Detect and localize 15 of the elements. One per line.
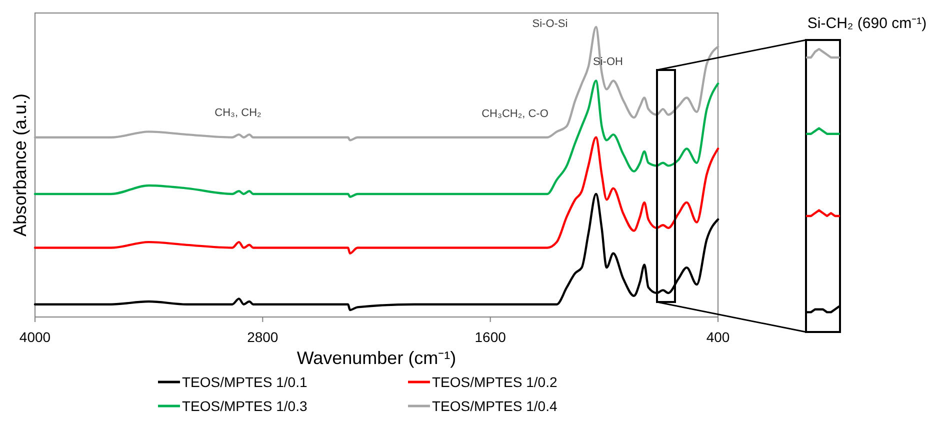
legend-label: TEOS/MPTES 1/0.4 <box>432 398 558 414</box>
legend-label: TEOS/MPTES 1/0.2 <box>432 374 558 390</box>
x-tick-label: 400 <box>706 329 730 345</box>
annotation: Si-O-Si <box>532 18 568 30</box>
chart-title: Si-CH₂ (690 cm⁻¹) <box>807 15 927 32</box>
annotation: CH₃CH₂, C-O <box>482 108 549 120</box>
y-axis-title: Absorbance (a.u.) <box>10 93 30 237</box>
x-tick-label: 4000 <box>19 329 51 345</box>
legend-label: TEOS/MPTES 1/0.1 <box>182 374 308 390</box>
x-tick-label: 2800 <box>247 329 278 345</box>
x-tick-label: 1600 <box>474 329 506 345</box>
annotation: Si-OH <box>593 56 624 68</box>
annotation: CH₃, CH₂ <box>214 107 262 119</box>
x-axis-title: Wavenumber (cm⁻¹) <box>296 348 456 368</box>
legend-label: TEOS/MPTES 1/0.3 <box>182 398 308 414</box>
